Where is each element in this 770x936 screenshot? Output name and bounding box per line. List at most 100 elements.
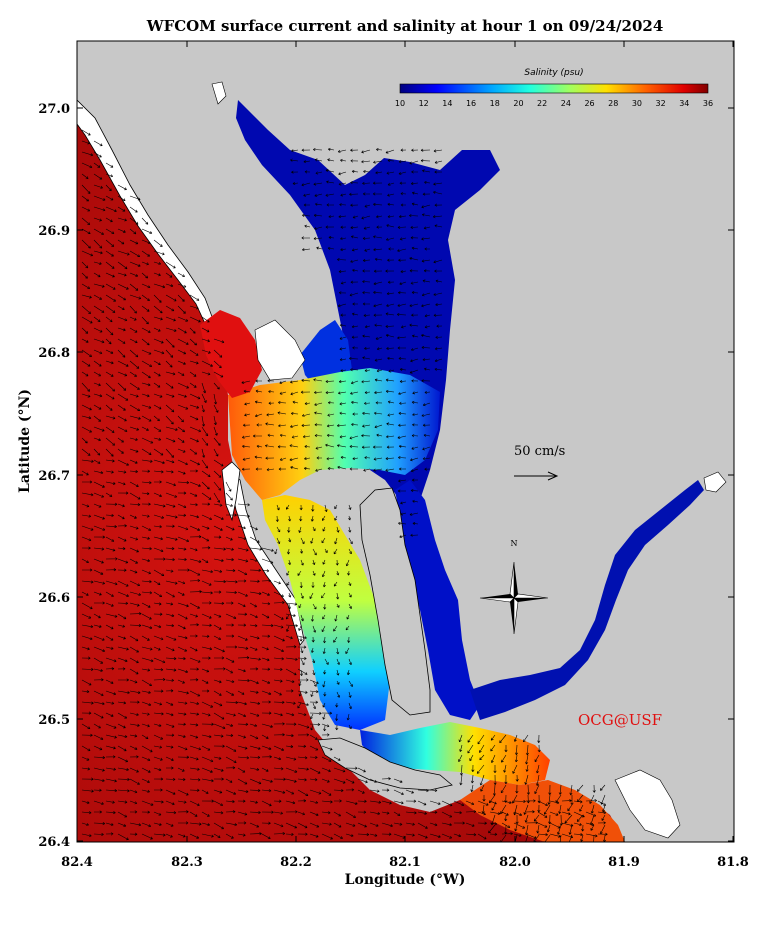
current-vector xyxy=(273,591,284,598)
y-tick-label: 26.7 xyxy=(38,469,70,484)
current-vector xyxy=(105,470,114,474)
current-vector xyxy=(117,745,127,752)
current-vector xyxy=(201,327,210,333)
current-vector xyxy=(328,236,335,240)
compass-west-point-light xyxy=(479,597,515,603)
compass-east-point xyxy=(514,598,548,602)
current-vector xyxy=(242,444,251,448)
current-vector xyxy=(310,537,314,544)
current-vector xyxy=(93,151,102,158)
current-vector xyxy=(279,391,287,395)
current-vector xyxy=(336,592,340,600)
current-vector xyxy=(261,679,271,684)
current-vector xyxy=(514,824,518,832)
current-vector xyxy=(141,437,154,444)
current-vector xyxy=(504,745,508,753)
current-vector xyxy=(325,443,335,448)
current-vector xyxy=(129,437,138,441)
current-vector xyxy=(117,349,126,358)
current-vector xyxy=(129,503,141,507)
current-vector xyxy=(177,712,187,716)
current-vector xyxy=(297,668,308,675)
current-vector xyxy=(117,690,130,695)
current-vector xyxy=(524,814,529,823)
current-vector xyxy=(117,624,126,628)
current-vector xyxy=(321,789,332,796)
current-vector xyxy=(362,280,371,284)
current-vector xyxy=(117,756,129,763)
current-vector xyxy=(165,833,173,838)
current-vector xyxy=(286,504,290,510)
current-vector xyxy=(286,625,290,632)
boca-grande-water xyxy=(200,310,262,398)
current-vector xyxy=(93,459,101,464)
current-vector xyxy=(469,754,474,762)
current-vector xyxy=(536,824,540,834)
current-vector xyxy=(129,492,141,500)
current-vector xyxy=(141,646,153,651)
current-vector xyxy=(348,548,352,555)
current-vector xyxy=(398,357,407,361)
current-vector xyxy=(290,158,299,162)
y-tick-label: 27.0 xyxy=(38,102,70,117)
current-vector xyxy=(441,833,453,839)
current-vector xyxy=(385,149,395,154)
current-vector xyxy=(153,657,166,664)
current-vector xyxy=(299,548,303,554)
current-vector xyxy=(117,767,129,771)
current-vector xyxy=(302,213,311,218)
current-vector xyxy=(347,636,351,643)
current-vector xyxy=(129,536,139,541)
current-vector xyxy=(93,745,103,751)
current-vector xyxy=(548,784,552,795)
current-vector xyxy=(514,744,519,756)
current-vector xyxy=(201,712,211,717)
current-vector xyxy=(81,393,91,398)
current-vector xyxy=(141,789,150,793)
current-vector xyxy=(477,833,487,840)
current-vector xyxy=(141,250,150,257)
current-vector xyxy=(301,413,311,417)
current-vector xyxy=(333,822,342,828)
current-vector xyxy=(361,445,371,449)
current-vector xyxy=(141,745,153,753)
current-vector xyxy=(177,294,185,302)
current-vector xyxy=(129,580,141,587)
current-vector xyxy=(309,767,321,774)
current-vector xyxy=(81,656,91,660)
current-vector xyxy=(315,171,323,175)
current-vector xyxy=(117,667,126,671)
current-vector xyxy=(433,292,443,296)
current-vector xyxy=(81,448,91,456)
current-vector xyxy=(213,646,225,653)
current-vector xyxy=(297,789,309,796)
current-vector xyxy=(105,437,115,446)
current-vector xyxy=(81,239,91,249)
current-vector xyxy=(213,767,224,772)
current-vector xyxy=(398,467,406,471)
current-vector xyxy=(278,467,287,471)
current-vector xyxy=(299,636,303,642)
current-vector xyxy=(153,833,166,837)
current-vector xyxy=(312,526,316,532)
current-vector xyxy=(311,582,315,588)
current-vector xyxy=(300,559,304,566)
current-vector xyxy=(249,810,261,814)
current-vector xyxy=(249,579,260,583)
current-vector xyxy=(93,338,105,344)
current-vector xyxy=(129,832,138,836)
current-vector xyxy=(117,558,129,564)
current-vector xyxy=(441,811,453,818)
current-vector xyxy=(373,313,383,317)
current-vector xyxy=(117,678,129,682)
current-vector xyxy=(201,316,210,323)
current-vector xyxy=(213,613,222,618)
current-vector xyxy=(117,635,126,640)
current-vector xyxy=(261,613,270,619)
current-vector xyxy=(337,258,347,262)
current-vector xyxy=(346,713,350,721)
current-vector xyxy=(117,283,129,290)
current-vector xyxy=(141,810,150,814)
current-vector xyxy=(345,766,358,770)
current-vector xyxy=(309,734,318,740)
